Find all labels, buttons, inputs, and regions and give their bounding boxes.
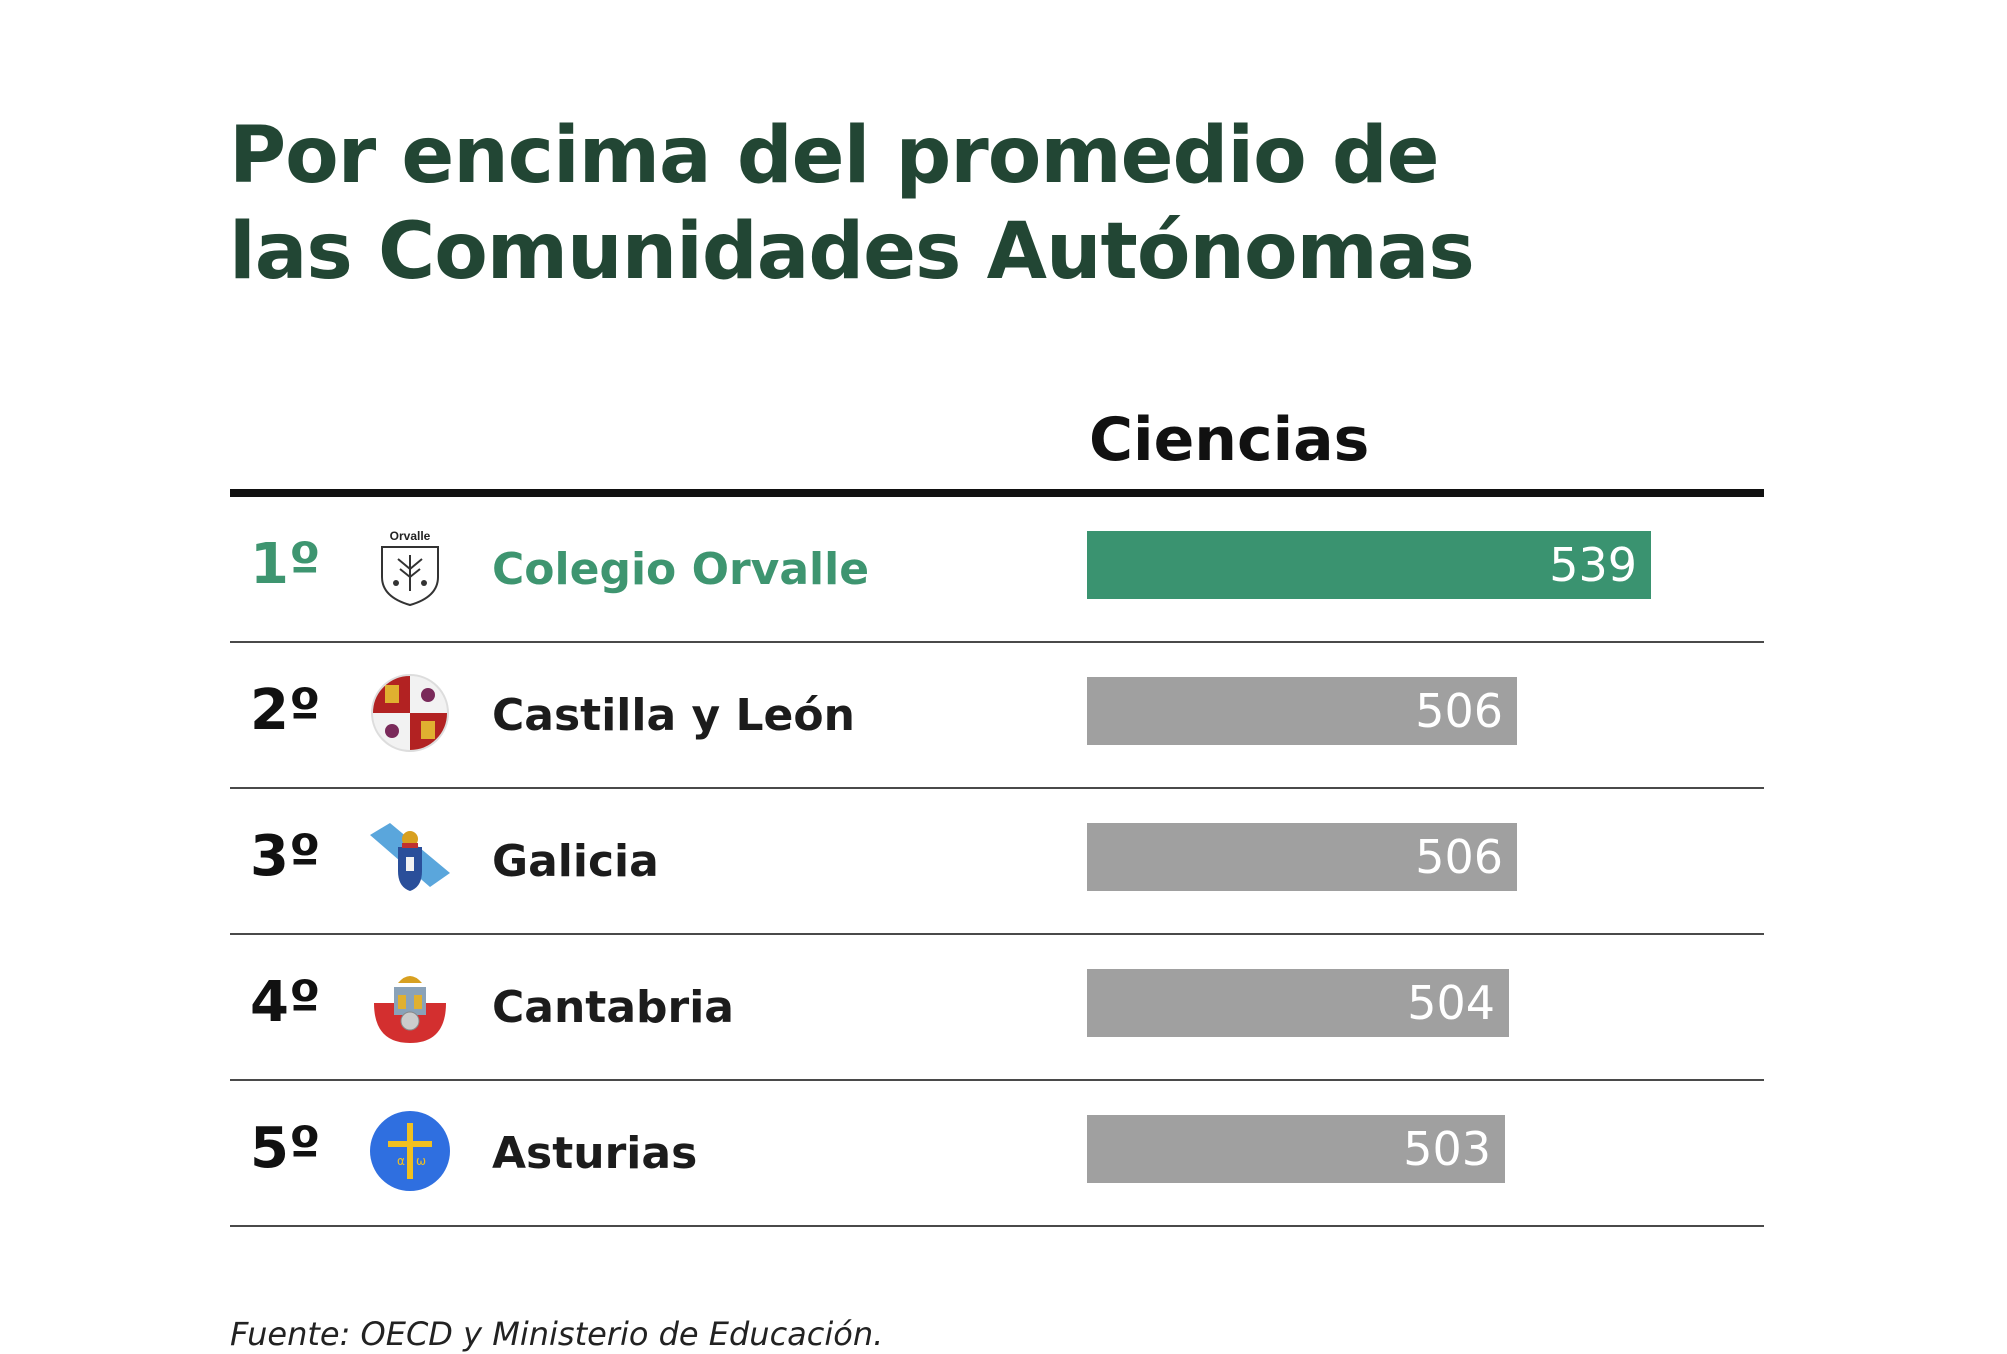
- ranking-row: 5º α ω Asturias 503: [230, 1081, 1764, 1227]
- region-name: Asturias: [492, 1128, 698, 1179]
- galicia-flag-icon: [368, 817, 452, 901]
- row-divider: [230, 641, 1764, 643]
- score-bar: 506: [1087, 677, 1517, 745]
- rank-label: 2º: [250, 678, 321, 743]
- ranking-row: 1º Orvalle Colegio Orvalle 539: [230, 497, 1764, 643]
- column-header: Ciencias: [1089, 405, 1370, 475]
- svg-text:ω: ω: [416, 1154, 426, 1168]
- row-divider: [230, 933, 1764, 935]
- castilla-leon-crest-icon: [368, 671, 452, 755]
- score-value: 504: [1407, 976, 1495, 1030]
- score-value: 539: [1549, 538, 1637, 592]
- region-name: Galicia: [492, 836, 659, 887]
- chart-title: Por encima del promedio de las Comunidad…: [229, 108, 1729, 300]
- score-bar: 539: [1087, 531, 1651, 599]
- rank-label: 5º: [250, 1116, 321, 1181]
- rank-label: 4º: [250, 970, 321, 1035]
- row-divider: [230, 1225, 1764, 1227]
- score-value: 503: [1403, 1122, 1491, 1176]
- score-value: 506: [1415, 684, 1503, 738]
- svg-text:Orvalle: Orvalle: [390, 529, 431, 543]
- header-rule: [230, 489, 1764, 497]
- row-divider: [230, 787, 1764, 789]
- score-bar: 503: [1087, 1115, 1505, 1183]
- region-name: Cantabria: [492, 982, 734, 1033]
- svg-text:α: α: [397, 1154, 405, 1168]
- ranking-row: 3º Galicia 506: [230, 789, 1764, 935]
- region-name: Colegio Orvalle: [492, 544, 870, 595]
- ranking-row: 2º Castilla y León 506: [230, 643, 1764, 789]
- region-name: Castilla y León: [492, 690, 855, 741]
- rank-label: 1º: [250, 532, 321, 597]
- score-bar: 504: [1087, 969, 1509, 1037]
- orvalle-shield-icon: Orvalle: [368, 525, 452, 609]
- score-value: 506: [1415, 830, 1503, 884]
- rank-label: 3º: [250, 824, 321, 889]
- score-bar: 506: [1087, 823, 1517, 891]
- source-note: Fuente: OECD y Ministerio de Educación.: [230, 1315, 884, 1353]
- title-line-1: Por encima del promedio de: [229, 111, 1440, 201]
- ranking-row: 4º Cantabria 504: [230, 935, 1764, 1081]
- row-divider: [230, 1079, 1764, 1081]
- title-line-2: las Comunidades Autónomas: [229, 207, 1475, 297]
- cantabria-crest-icon: [368, 963, 452, 1047]
